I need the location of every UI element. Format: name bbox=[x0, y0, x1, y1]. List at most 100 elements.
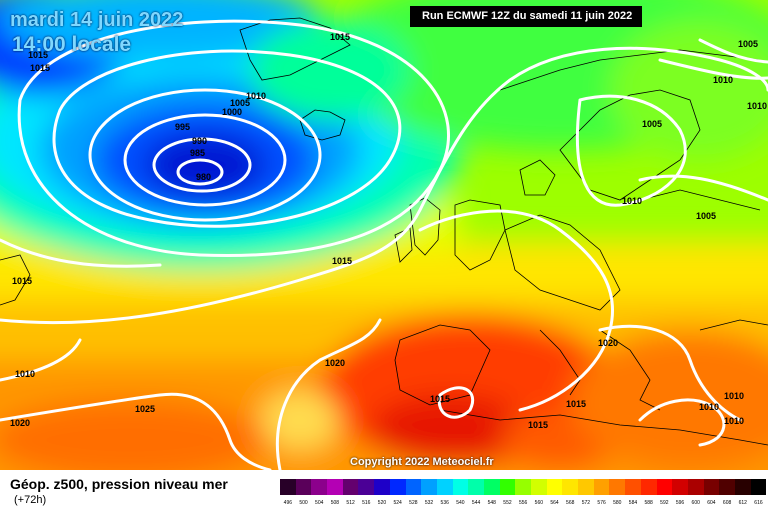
color-scale-cell bbox=[327, 479, 343, 495]
forecast-date: mardi 14 juin 2022 bbox=[10, 9, 184, 31]
isobar-label: 1000 bbox=[222, 107, 242, 117]
color-scale-cell bbox=[374, 479, 390, 495]
color-scale-label: 612 bbox=[738, 500, 747, 506]
color-scale-cell bbox=[750, 479, 767, 495]
color-scale-cell bbox=[295, 479, 312, 495]
model-run-banner: Run ECMWF 12Z du samedi 11 juin 2022 bbox=[410, 6, 642, 27]
color-scale-label: 500 bbox=[299, 500, 308, 506]
color-scale-cell bbox=[609, 479, 626, 495]
isobar-label: 990 bbox=[192, 136, 207, 146]
color-scale-cell bbox=[311, 479, 328, 495]
color-scale-label: 584 bbox=[628, 500, 638, 506]
color-scale-label: 608 bbox=[722, 500, 732, 506]
color-scale-cell bbox=[436, 479, 453, 495]
map-footer: Géop. z500, pression niveau mer (+72h) 4… bbox=[0, 470, 768, 512]
isobar-label: 1020 bbox=[10, 418, 30, 428]
product-title: Géop. z500, pression niveau mer bbox=[10, 476, 228, 492]
color-scale-cell bbox=[452, 479, 469, 495]
color-scale-labels: 496 500 504 508 512 516 520 524 528 532 536 540 544 5… bbox=[280, 500, 766, 510]
color-scale-label: 496 bbox=[283, 500, 293, 506]
geopotential-map: 1015 1015 1015 1010 1005 1000 995 990 98… bbox=[0, 0, 768, 470]
color-scale-label: 520 bbox=[377, 500, 387, 506]
color-scale-cell bbox=[421, 479, 437, 495]
color-scale-cell bbox=[499, 479, 516, 495]
color-scale-label: 596 bbox=[675, 500, 685, 506]
color-scale-cell bbox=[280, 479, 296, 495]
color-scale-label: 524 bbox=[393, 500, 402, 506]
isobar-label: 1010 bbox=[15, 369, 35, 379]
color-scale-cell bbox=[703, 479, 720, 495]
isobar-label: 1015 bbox=[28, 50, 48, 60]
isobar-label: 1015 bbox=[330, 32, 350, 42]
color-scale-label: 568 bbox=[566, 500, 575, 506]
color-scale-label: 504 bbox=[315, 500, 324, 506]
isobar-label: 1005 bbox=[230, 98, 250, 108]
color-scale-cell bbox=[389, 479, 406, 495]
color-scale bbox=[280, 479, 767, 495]
color-scale-cell bbox=[546, 479, 563, 495]
isobar-label: 1010 bbox=[699, 402, 719, 412]
color-scale-label: 576 bbox=[597, 500, 606, 506]
color-scale-cell bbox=[640, 479, 657, 495]
isobar-label: 1015 bbox=[332, 256, 352, 266]
isobar-label: 1005 bbox=[696, 211, 716, 221]
color-scale-cell bbox=[593, 479, 610, 495]
copyright-notice: Copyright 2022 Meteociel.fr bbox=[350, 456, 494, 468]
color-scale-label: 592 bbox=[660, 500, 669, 506]
isobar-label: 1015 bbox=[12, 276, 32, 286]
color-scale-label: 580 bbox=[613, 500, 622, 506]
color-scale-label: 544 bbox=[471, 500, 481, 506]
isobar-label: 1015 bbox=[528, 420, 548, 430]
color-scale-cell bbox=[468, 479, 484, 495]
color-scale-label: 552 bbox=[503, 500, 512, 506]
color-scale-cell bbox=[625, 479, 641, 495]
isobars bbox=[0, 19, 768, 470]
color-scale-label: 572 bbox=[581, 500, 591, 506]
color-scale-label: 556 bbox=[518, 500, 528, 506]
color-scale-label: 536 bbox=[440, 500, 449, 506]
isobar-label: 1010 bbox=[713, 75, 733, 85]
color-scale-label: 540 bbox=[456, 500, 465, 506]
lead-time: (+72h) bbox=[14, 494, 47, 506]
color-scale-cell bbox=[342, 479, 359, 495]
forecast-local-time: 14:00 locale bbox=[12, 33, 132, 56]
color-scale-label: 564 bbox=[550, 500, 559, 506]
color-scale-label: 560 bbox=[534, 500, 544, 506]
isobar-label: 1010 bbox=[724, 416, 744, 426]
color-scale-label: 512 bbox=[346, 500, 355, 506]
isobar-label: 1020 bbox=[598, 338, 618, 348]
color-scale-label: 604 bbox=[707, 500, 716, 506]
color-scale-label: 600 bbox=[691, 500, 700, 506]
color-scale-cell bbox=[358, 479, 375, 495]
color-scale-label: 508 bbox=[330, 500, 340, 506]
color-scale-cell bbox=[687, 479, 704, 495]
color-scale-label: 516 bbox=[362, 500, 371, 506]
color-scale-cell bbox=[405, 479, 422, 495]
isobar-label: 1005 bbox=[642, 119, 662, 129]
isobar-label: 1025 bbox=[135, 404, 155, 414]
color-scale-cell bbox=[672, 479, 688, 495]
color-scale-cell bbox=[734, 479, 751, 495]
isobar-label: 1010 bbox=[724, 391, 744, 401]
color-scale-cell bbox=[578, 479, 594, 495]
color-scale-label: 616 bbox=[754, 500, 763, 506]
isobar-label: 1010 bbox=[246, 91, 266, 101]
isobar-label: 1010 bbox=[622, 196, 642, 206]
isobar-label: 1015 bbox=[30, 63, 50, 73]
color-scale-cell bbox=[562, 479, 579, 495]
isobar-label: 995 bbox=[175, 122, 190, 132]
color-scale-cell bbox=[656, 479, 673, 495]
isobar-label: 980 bbox=[196, 172, 211, 182]
color-scale-label: 548 bbox=[487, 500, 496, 506]
isobar-label: 1020 bbox=[325, 358, 345, 368]
color-scale-cell bbox=[531, 479, 547, 495]
isobar-label: 1015 bbox=[566, 399, 586, 409]
isobar-label: 1015 bbox=[430, 394, 450, 404]
color-scale-label: 532 bbox=[424, 500, 434, 506]
isobar-labels: 1015 1015 1015 1010 1005 1000 995 990 98… bbox=[10, 32, 767, 430]
isobar-label: 1010 bbox=[747, 101, 767, 111]
isobar-label: 985 bbox=[190, 148, 205, 158]
color-scale-label: 528 bbox=[409, 500, 418, 506]
color-scale-cell bbox=[483, 479, 500, 495]
